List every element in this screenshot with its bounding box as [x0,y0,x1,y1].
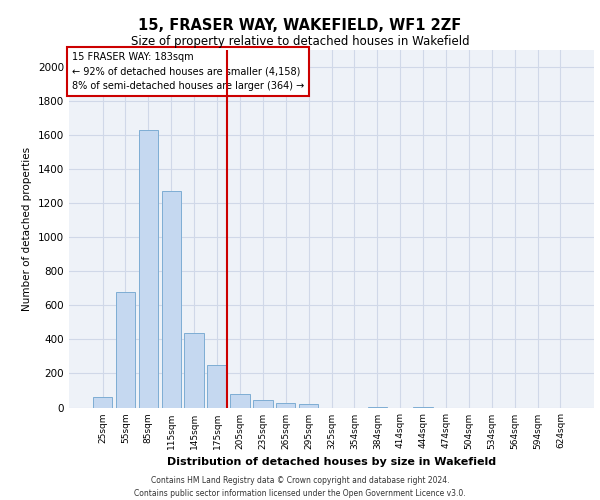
Text: Contains HM Land Registry data © Crown copyright and database right 2024.
Contai: Contains HM Land Registry data © Crown c… [134,476,466,498]
Text: Size of property relative to detached houses in Wakefield: Size of property relative to detached ho… [131,35,469,48]
Bar [161,192,181,408]
X-axis label: Distribution of detached houses by size in Wakefield: Distribution of detached houses by size … [167,457,496,467]
Bar [139,130,158,407]
Bar [184,332,204,407]
Bar [368,406,387,408]
Bar [116,292,135,408]
Bar [208,365,227,408]
Text: 15, FRASER WAY, WAKEFIELD, WF1 2ZF: 15, FRASER WAY, WAKEFIELD, WF1 2ZF [139,18,461,32]
Bar [276,403,295,407]
Bar [413,406,433,408]
Bar [253,400,272,407]
Bar [93,398,112,407]
Text: 15 FRASER WAY: 183sqm
← 92% of detached houses are smaller (4,158)
8% of semi-de: 15 FRASER WAY: 183sqm ← 92% of detached … [71,52,304,92]
Bar [299,404,319,407]
Bar [230,394,250,407]
Y-axis label: Number of detached properties: Number of detached properties [22,146,32,311]
